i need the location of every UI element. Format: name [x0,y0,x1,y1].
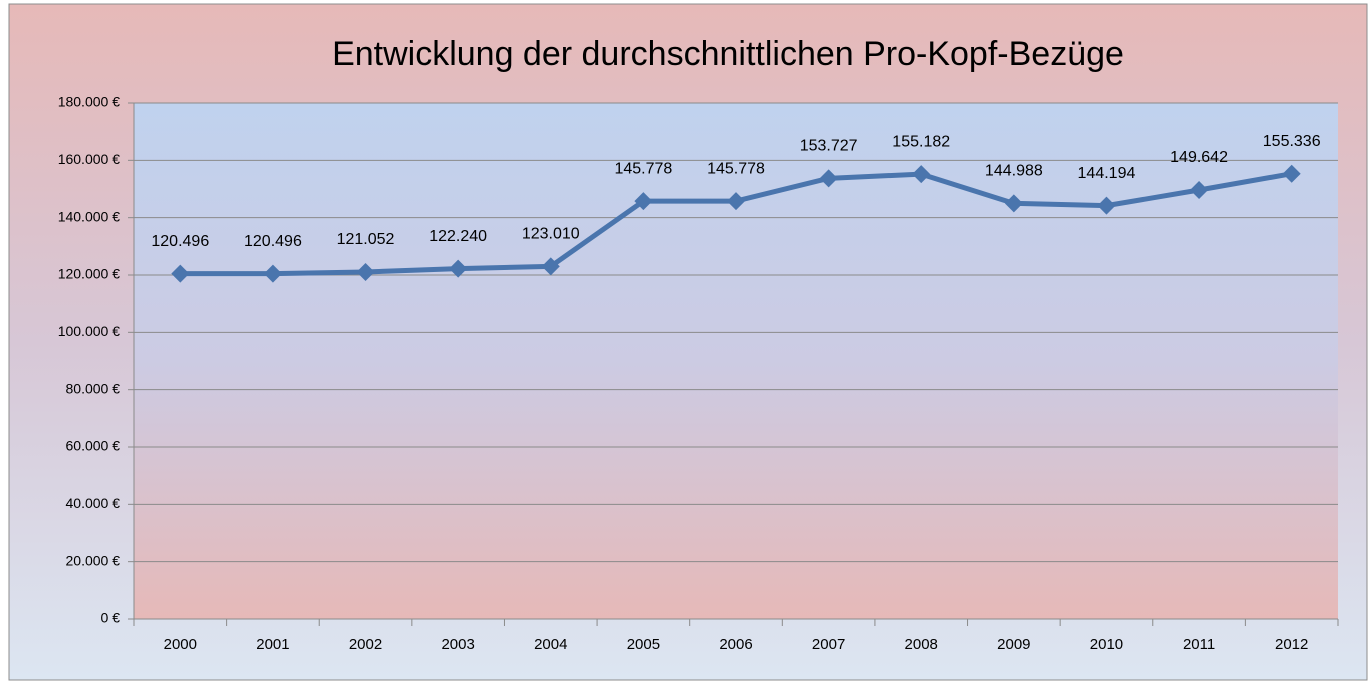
x-tick-label: 2001 [256,636,289,653]
x-tick-label: 2004 [534,636,567,653]
x-tick-label: 2000 [164,636,197,653]
x-tick-label: 2009 [997,636,1030,653]
data-point [263,264,282,283]
y-tick-label: 180.000 € [58,94,120,110]
y-tick-label: 120.000 € [58,266,120,282]
data-point [1190,181,1209,200]
x-tick-label: 2012 [1275,636,1308,653]
data-label: 120.496 [151,233,209,250]
data-label: 155.182 [892,133,950,150]
x-tick-label: 2003 [441,636,474,653]
data-point [1282,164,1301,183]
data-label: 145.778 [707,160,765,177]
plot-area [134,103,1338,619]
y-tick-label: 60.000 € [66,438,121,454]
data-label: 155.336 [1263,133,1321,150]
data-label: 121.052 [337,231,395,248]
y-tick-label: 20.000 € [66,552,121,568]
x-tick-label: 2011 [1183,636,1215,653]
x-tick-label: 2007 [812,636,845,653]
x-tick-label: 2006 [719,636,752,653]
data-label: 123.010 [522,226,580,243]
y-tick-label: 140.000 € [58,208,120,224]
y-tick-label: 0 € [101,610,121,626]
data-point [1004,194,1023,213]
data-label: 120.496 [244,233,302,250]
data-label: 144.194 [1078,165,1136,182]
data-point [819,169,838,188]
data-point [171,264,190,283]
data-point [1097,196,1116,215]
data-point [541,257,560,276]
data-point [727,192,745,211]
x-tick-label: 2008 [905,636,938,653]
y-tick-label: 100.000 € [58,323,120,339]
data-label: 122.240 [429,228,487,245]
data-label: 144.988 [985,163,1043,180]
chart-title: Entwicklung der durchschnittlichen Pro-K… [332,35,1124,73]
x-tick-label: 2010 [1090,636,1123,653]
x-tick-label: 2002 [349,636,382,653]
y-tick-label: 80.000 € [66,380,121,396]
y-tick-label: 160.000 € [58,151,120,167]
x-tick-label: 2005 [627,636,660,653]
data-point [634,192,653,211]
data-label: 153.727 [800,138,858,155]
data-point [356,262,375,281]
y-tick-label: 40.000 € [66,495,121,511]
data-point [912,165,931,184]
data-point [449,259,468,278]
data-label: 149.642 [1170,149,1228,166]
data-label: 145.778 [614,160,672,177]
